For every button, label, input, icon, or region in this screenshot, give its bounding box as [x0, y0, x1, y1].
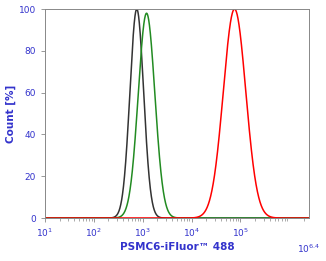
- X-axis label: PSMC6-iFluor™ 488: PSMC6-iFluor™ 488: [120, 242, 234, 252]
- Text: $10^{6.4}$: $10^{6.4}$: [297, 243, 320, 256]
- Y-axis label: Count [%]: Count [%]: [6, 84, 16, 143]
